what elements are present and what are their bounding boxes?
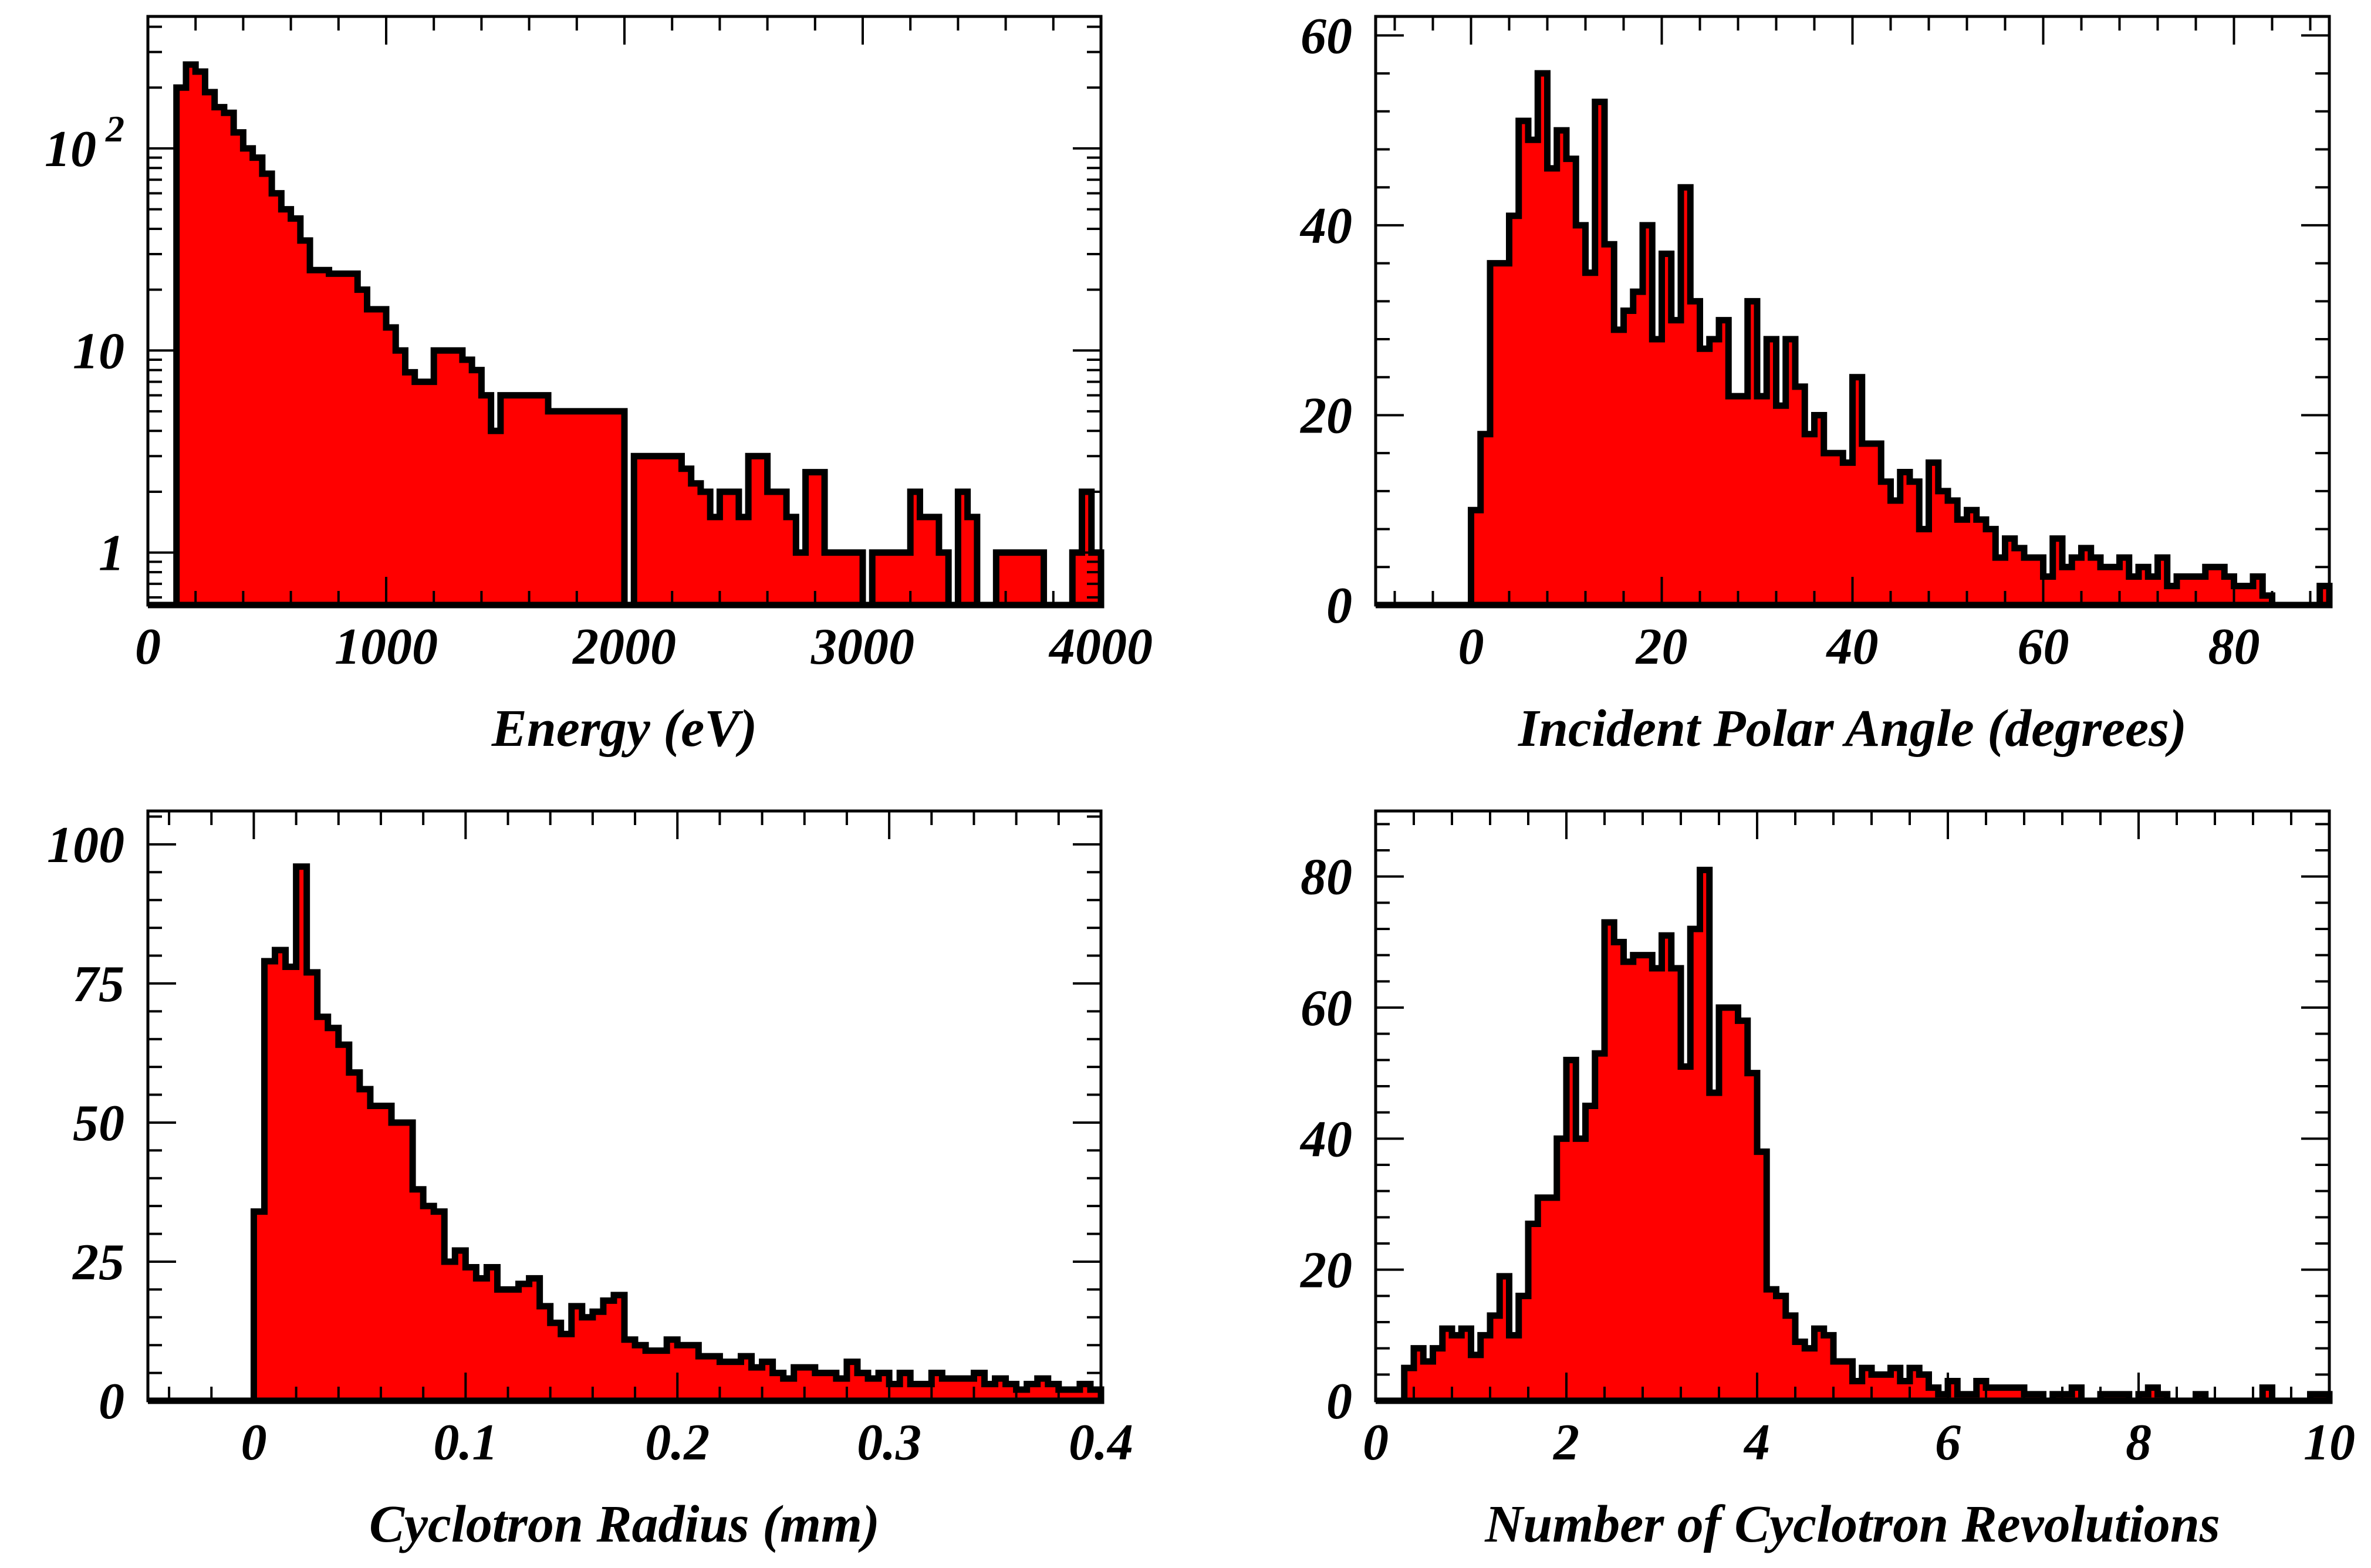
x-tick-label: 3000	[810, 619, 914, 675]
x-tick-label: 8	[2126, 1414, 2152, 1471]
y-tick-label: 60	[1301, 8, 1352, 65]
cyclotron-radius-histogram-bars	[148, 863, 1105, 1404]
y-tick-label: 80	[1301, 849, 1352, 906]
x-tick-label: 4000	[1048, 619, 1153, 675]
x-tick-label: 10	[2304, 1414, 2355, 1471]
x-tick-label: 0.3	[857, 1414, 921, 1471]
energy-histogram-bars	[148, 61, 1105, 609]
x-tick-label: 0	[1363, 1414, 1389, 1471]
x-axis-title: Energy (eV)	[491, 699, 757, 758]
y-tick-label: 1	[99, 525, 124, 582]
y-tick-label: 40	[1299, 1111, 1352, 1168]
y-tick-label: 50	[73, 1095, 124, 1152]
x-tick-label: 60	[2018, 619, 2069, 675]
y-tick-label: 60	[1301, 980, 1352, 1037]
y-tick-label: 0	[1326, 577, 1352, 634]
y-tick-label: 100	[47, 817, 124, 874]
y-tick-label: 0	[1326, 1373, 1352, 1430]
cyclotron-revolutions-plot-frame	[1374, 809, 2331, 1403]
panel-energy: 0 1000 2000 3000 4000 1 10 10 2 Energy (eV)	[45, 15, 1153, 758]
y-tick-label: 20	[1299, 387, 1352, 444]
x-tick-label: 0.1	[433, 1414, 498, 1471]
y-tick-label: 25	[72, 1234, 124, 1291]
x-tick-label: 0	[1458, 619, 1484, 675]
y-tick-label: 75	[73, 956, 124, 1013]
x-axis-title: Incident Polar Angle (degrees)	[1518, 699, 2187, 758]
panel-cyclotron-radius: 0 0.1 0.2 0.3 0.4 0 25 50 75 100 Cyclotron Radius …	[47, 809, 1133, 1553]
x-tick-label: 4	[1743, 1414, 1770, 1471]
x-axis-title: Cyclotron Radius (mm)	[369, 1495, 880, 1553]
y-tick-label: 20	[1299, 1242, 1352, 1299]
y-tick-label: 0	[99, 1373, 124, 1430]
x-tick-label: 0.4	[1069, 1414, 1133, 1471]
x-tick-label: 1000	[335, 619, 438, 675]
polar-angle-histogram-bars	[1376, 70, 2333, 609]
x-axis-title: Number of Cyclotron Revolutions	[1484, 1495, 2220, 1553]
x-tick-label: 80	[2208, 619, 2260, 675]
cyclotron-radius-plot-frame	[146, 809, 1103, 1403]
panel-cyclotron-revolutions: 0 2 4 6 8 10 0 20 40 60 80 Number of Cyclotron Revo…	[1299, 809, 2355, 1553]
x-tick-label: 0	[241, 1414, 266, 1471]
y-tick-label: 40	[1299, 198, 1352, 255]
x-tick-label: 0.2	[645, 1414, 710, 1471]
x-tick-label: 20	[1635, 619, 1688, 675]
y-tick-label: 10 2	[45, 108, 124, 178]
x-tick-label: 0	[135, 619, 161, 675]
y-tick-label: 10	[73, 323, 124, 380]
x-tick-label: 2	[1552, 1414, 1579, 1471]
x-tick-label: 2000	[572, 619, 676, 675]
cyclotron-revolutions-histogram-bars	[1376, 867, 2333, 1404]
x-tick-label: 6	[1935, 1414, 1961, 1471]
x-tick-label: 40	[1826, 619, 1879, 675]
panel-polar-angle: 0 20 40 60 80 0 20 40 60 Incident Polar Angle (de…	[1299, 8, 2333, 758]
